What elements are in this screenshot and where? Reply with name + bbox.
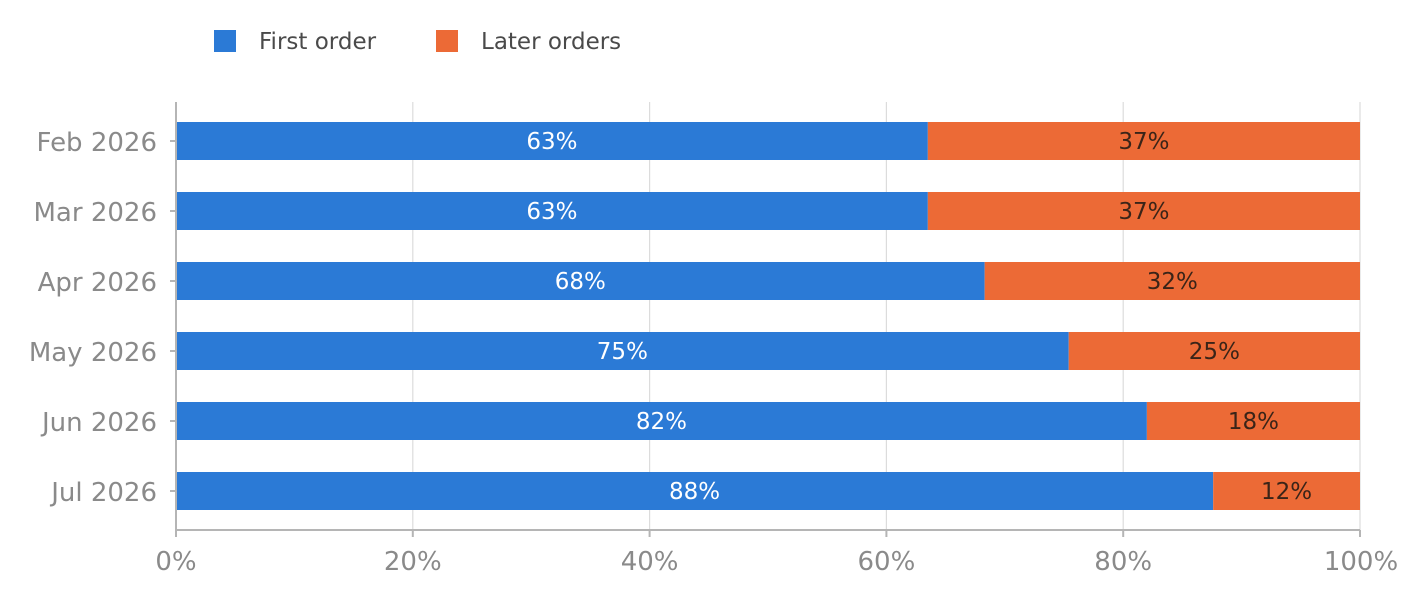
bar-0-4 [176,402,1147,440]
bar-label-1-3: 25% [1189,339,1240,365]
bar-1-3 [1068,332,1360,370]
bar-1-5 [1213,472,1360,510]
y-tick-label-5: Jul 2026 [49,478,157,508]
y-tick-label-3: May 2026 [29,338,157,368]
y-tick-label-4: Jun 2026 [40,408,157,438]
legend-label-0: First order [259,29,377,55]
legend: First order Later orders [214,29,621,55]
grid-lines [412,102,1361,530]
legend-label-1: Later orders [481,29,621,55]
x-tick-label-4: 80% [1094,547,1152,577]
legend-swatch-1 [436,30,458,52]
bar-0-1 [176,192,928,230]
bar-0-3 [176,332,1069,370]
bar-1-0 [927,122,1360,160]
y-tick-label-2: Apr 2026 [38,268,157,298]
bar-label-0-2: 68% [555,269,606,295]
bar-label-0-4: 82% [636,409,687,435]
x-tick-label-3: 60% [858,547,916,577]
bar-0-2 [176,262,985,300]
bar-0-0 [176,122,928,160]
bar-label-1-5: 12% [1261,479,1312,505]
axes [175,102,1360,531]
bar-label-0-5: 88% [669,479,720,505]
x-tick-label-2: 40% [621,547,679,577]
bar-label-1-1: 37% [1118,199,1169,225]
bar-label-1-4: 18% [1228,409,1279,435]
bar-label-1-0: 37% [1118,129,1169,155]
y-tick-label-0: Feb 2026 [37,128,157,158]
y-axis-tick-labels: Feb 2026 Mar 2026 Apr 2026 May 2026 Jun 2026… [29,128,176,508]
bar-1-4 [1146,402,1360,440]
bar-0-5 [176,472,1214,510]
x-tick-label-0: 0% [155,547,196,577]
x-tick-label-1: 20% [384,547,442,577]
bar-label-0-1: 63% [526,199,577,225]
bar-1-1 [927,192,1360,230]
bar-label-1-2: 32% [1147,269,1198,295]
x-axis-tick-labels: 0% 20% 40% 60% 80% 100% [155,530,1398,577]
y-tick-label-1: Mar 2026 [34,198,158,228]
bar-label-0-0: 63% [526,129,577,155]
bar-1-2 [984,262,1360,300]
bar-label-0-3: 75% [597,339,648,365]
x-tick-label-5: 100% [1324,547,1398,577]
bars: 63% 37% 63% 37% 68% 32% 75% 25% 82% 18% 88% 12% [176,122,1360,510]
legend-swatch-0 [214,30,236,52]
